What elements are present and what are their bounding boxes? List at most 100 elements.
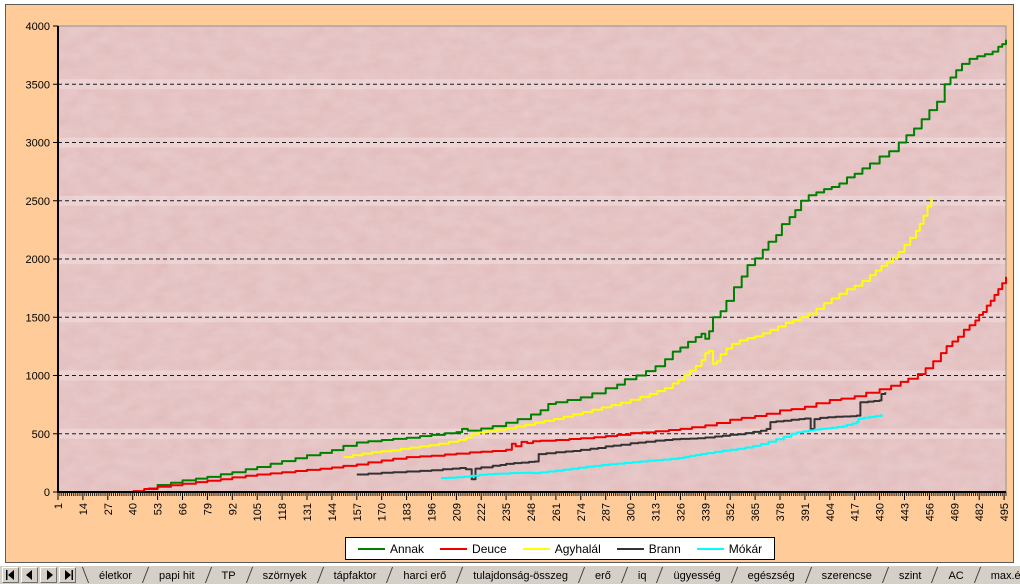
- svg-text:0: 0: [44, 487, 50, 499]
- sheet-tab-sz-rnyek[interactable]: szörnyek: [262, 570, 307, 582]
- legend-swatch-annak: [358, 547, 385, 550]
- sheet-tab-papi-hit[interactable]: papi hit: [159, 570, 195, 582]
- legend-item-mokar: Mókár: [696, 541, 763, 556]
- svg-text:235: 235: [501, 503, 513, 521]
- previous-sheet-icon: [26, 570, 32, 580]
- svg-text:443: 443: [899, 503, 911, 521]
- svg-text:4000: 4000: [26, 21, 50, 33]
- svg-text:430: 430: [875, 503, 887, 521]
- sheet-tab-iq[interactable]: iq: [637, 570, 647, 582]
- svg-text:209: 209: [451, 503, 463, 521]
- svg-text:183: 183: [402, 503, 414, 521]
- series-brann: [356, 392, 887, 481]
- legend-swatch-brann: [616, 547, 644, 550]
- legend-item-brann: Brann: [616, 541, 681, 556]
- line-chart-canvas: 0 500 1000 1500 2000 2500 3000 3500 4000 1 14 27 40 5…: [26, 21, 1012, 521]
- svg-text:313: 313: [651, 503, 663, 521]
- svg-text:131: 131: [302, 503, 314, 521]
- svg-text:157: 157: [352, 503, 364, 521]
- svg-text:2500: 2500: [26, 196, 50, 208]
- svg-text:274: 274: [576, 503, 588, 521]
- legend-swatch-deuce: [440, 547, 468, 550]
- svg-text:40: 40: [128, 503, 140, 515]
- chart-legend[interactable]: Annak Deuce Agyhalál Brann Mókár: [345, 537, 776, 560]
- legend-item-agyhalal: Agyhalál: [522, 541, 601, 556]
- series-mokar: [441, 414, 883, 479]
- svg-text:170: 170: [377, 503, 389, 521]
- legend-label: Deuce: [472, 541, 507, 556]
- svg-text:3000: 3000: [26, 138, 50, 150]
- series-agyhalal: [343, 198, 933, 459]
- sheet-tab-er-[interactable]: erő: [595, 570, 611, 582]
- sheet-tab-tulajdons-g-sszeg[interactable]: tulajdonság-összeg: [473, 570, 569, 582]
- svg-text:456: 456: [924, 503, 936, 521]
- sheet-tab-harci-er-[interactable]: harci erő: [403, 570, 447, 582]
- svg-text:261: 261: [551, 503, 563, 521]
- svg-text:248: 248: [526, 503, 538, 521]
- svg-text:500: 500: [32, 429, 50, 441]
- svg-text:1500: 1500: [26, 312, 50, 324]
- legend-item-deuce: Deuce: [440, 542, 507, 556]
- svg-text:66: 66: [177, 503, 189, 515]
- svg-text:300: 300: [626, 503, 638, 521]
- sheet-tab-szerencse[interactable]: szerencse: [821, 570, 872, 582]
- svg-text:1: 1: [53, 503, 65, 509]
- svg-text:495: 495: [999, 503, 1011, 521]
- first-sheet-button[interactable]: [2, 567, 19, 583]
- svg-text:196: 196: [426, 503, 438, 521]
- svg-text:404: 404: [825, 503, 837, 521]
- previous-sheet-button[interactable]: [21, 567, 38, 583]
- next-sheet-button[interactable]: [40, 567, 57, 583]
- series-annak: [148, 39, 1007, 490]
- x-axis-minor-ticks: [59, 492, 1007, 496]
- svg-text:92: 92: [227, 503, 239, 515]
- svg-text:1000: 1000: [26, 371, 50, 383]
- svg-text:2000: 2000: [26, 254, 50, 266]
- svg-text:326: 326: [675, 503, 687, 521]
- svg-text:53: 53: [153, 503, 165, 515]
- svg-text:14: 14: [78, 503, 90, 515]
- legend-label: Mókár: [728, 541, 763, 556]
- sheet-tab-eg-szs-g[interactable]: egészség: [747, 570, 795, 582]
- x-axis-major-ticks: [57, 492, 1005, 500]
- plot-bands: [58, 79, 1006, 439]
- series-deuce: [132, 276, 1007, 493]
- y-axis-labels: 0 500 1000 1500 2000 2500 3000 3500 4000: [26, 21, 58, 499]
- sheet-tab-bar: életkor papi hit TP szörnyek tápfaktor harci …: [0, 565, 1020, 584]
- sheet-tab-tp[interactable]: TP: [221, 570, 236, 582]
- svg-text:105: 105: [252, 503, 264, 521]
- next-sheet-icon: [47, 570, 53, 580]
- sheet-tab-ac[interactable]: AC: [948, 570, 964, 582]
- first-sheet-icon: [6, 570, 14, 580]
- legend-label: Brann: [648, 541, 681, 556]
- svg-text:352: 352: [725, 503, 737, 521]
- legend-swatch-agyhalal: [522, 547, 550, 550]
- chart-object[interactable]: 0 500 1000 1500 2000 2500 3000 3500 4000 1 14 27 40 5…: [5, 4, 1014, 563]
- svg-text:144: 144: [327, 503, 339, 521]
- svg-text:27: 27: [103, 503, 115, 515]
- sheet-nav-buttons: [0, 566, 78, 584]
- last-sheet-icon: [65, 570, 73, 580]
- legend-label: Annak: [390, 541, 425, 556]
- legend-item-annak: Annak: [358, 542, 424, 556]
- svg-text:365: 365: [750, 503, 762, 521]
- sheet-tab-max-p[interactable]: max.ép: [990, 570, 1020, 582]
- sheet-tab--gyess-g[interactable]: ügyesség: [673, 570, 721, 582]
- sheet-tab--letkor[interactable]: életkor: [99, 570, 133, 582]
- svg-text:391: 391: [800, 503, 812, 521]
- svg-text:482: 482: [974, 503, 986, 521]
- svg-text:118: 118: [277, 503, 289, 521]
- sheet-tab-t-pfaktor[interactable]: tápfaktor: [333, 570, 377, 582]
- svg-text:417: 417: [850, 503, 862, 521]
- x-axis-labels: 1 14 27 40 53 66 79 92 105 118 131 144 157 170 183 196 2…: [53, 503, 1011, 521]
- sheet-tab-szint[interactable]: szint: [898, 570, 922, 582]
- svg-text:222: 222: [476, 503, 488, 521]
- sheet-tabs: életkor papi hit TP szörnyek tápfaktor harci …: [81, 566, 1020, 584]
- legend-swatch-mokar: [696, 547, 724, 550]
- svg-text:339: 339: [700, 503, 712, 521]
- svg-text:79: 79: [202, 503, 214, 515]
- last-sheet-button[interactable]: [59, 567, 76, 583]
- svg-text:287: 287: [601, 503, 613, 521]
- legend-label: Agyhalál: [554, 541, 601, 556]
